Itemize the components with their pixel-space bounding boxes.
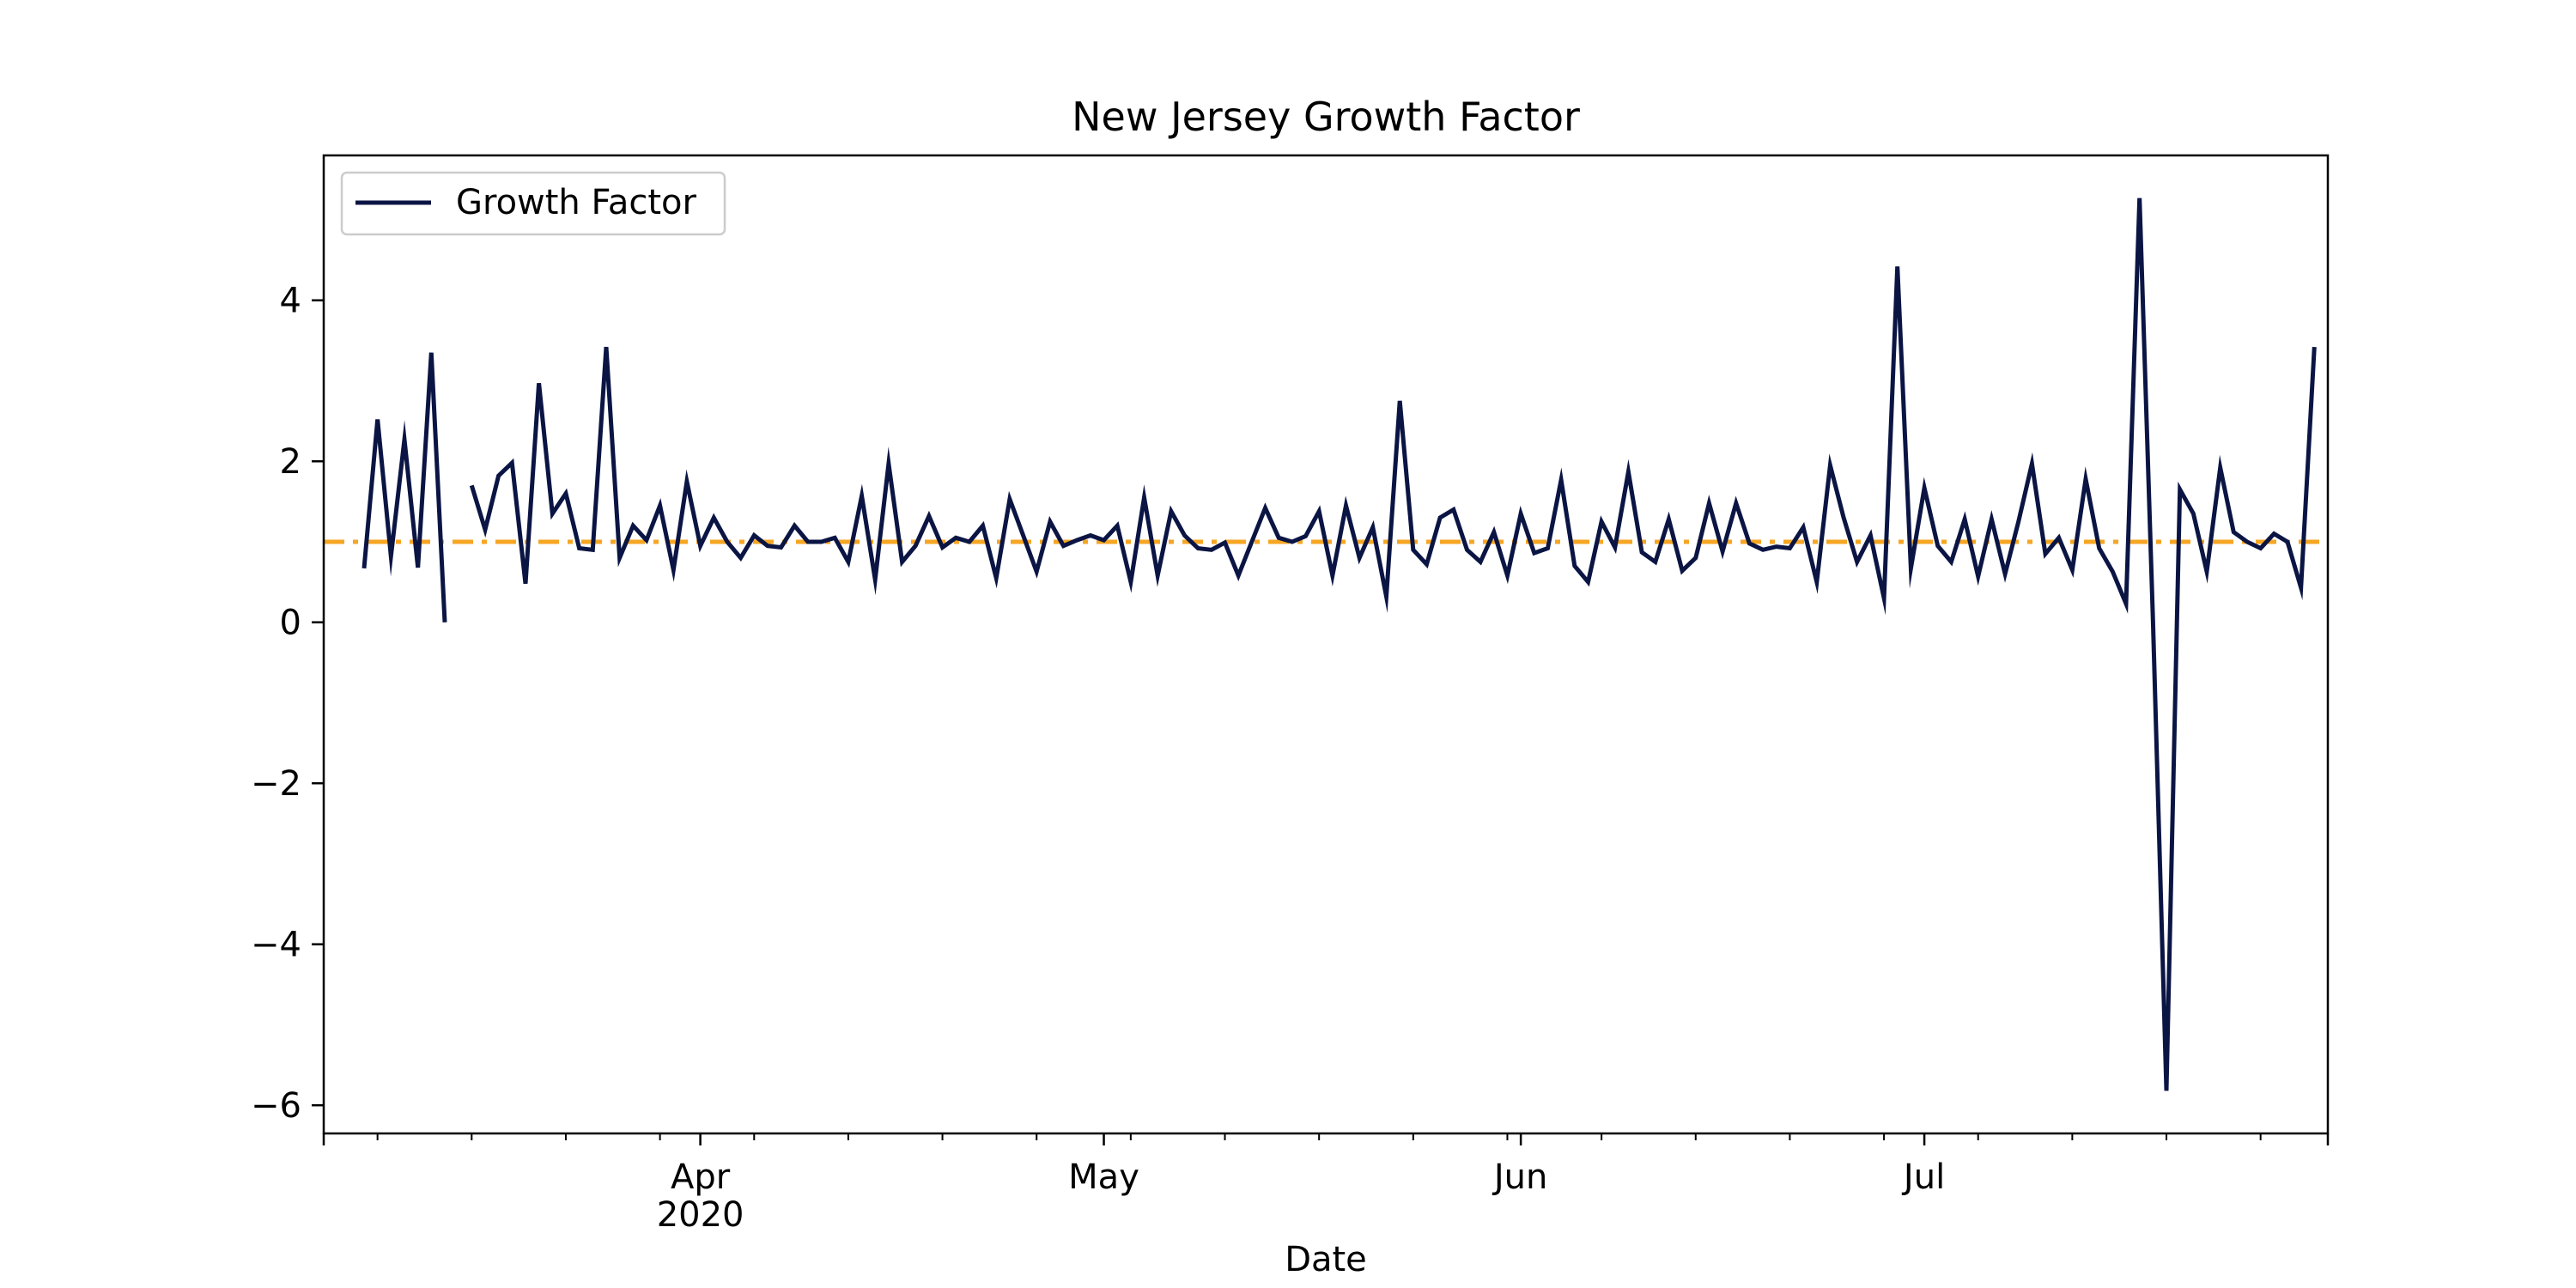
- legend-label-growth-factor: Growth Factor: [456, 183, 696, 222]
- x-tick-label: Apr: [671, 1157, 731, 1197]
- y-axis: 4 2 0 −2 −4 −6: [251, 282, 324, 1126]
- y-tick-label: −2: [251, 764, 301, 804]
- y-tick-label: 2: [280, 442, 301, 482]
- y-tick-label: 0: [280, 604, 301, 643]
- legend: Growth Factor: [340, 171, 726, 236]
- x-tick-sublabel: 2020: [657, 1195, 744, 1235]
- y-tick-label: −6: [251, 1086, 301, 1126]
- y-tick-label: −4: [251, 926, 301, 965]
- x-axis-label: Date: [1285, 1240, 1367, 1279]
- x-tick-label: Jul: [1901, 1157, 1945, 1197]
- series-line-growth-factor: [361, 197, 2317, 1091]
- legend-box: [340, 171, 726, 236]
- y-tick-label: 4: [280, 282, 301, 321]
- x-tick-label: May: [1068, 1157, 1139, 1197]
- chart-title: New Jersey Growth Factor: [1072, 94, 1580, 140]
- plot-frame: [322, 154, 2330, 1135]
- x-tick-label: Jun: [1492, 1157, 1548, 1197]
